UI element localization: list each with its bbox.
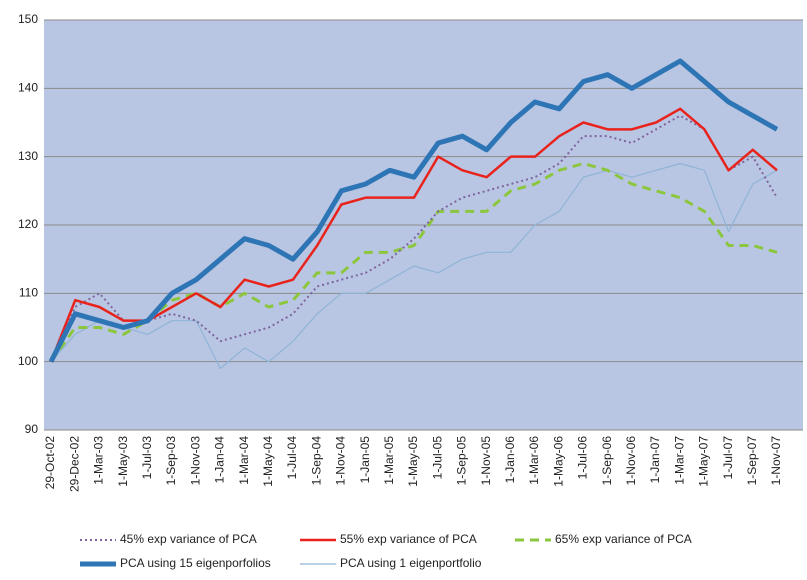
legend-label: PCA using 15 eigenporfolios — [120, 556, 271, 570]
x-tick-label: 1-Jul-07 — [721, 436, 735, 480]
y-tick-label: 90 — [25, 422, 39, 436]
x-tick-label: 1-Jan-04 — [213, 436, 227, 484]
x-tick-label: 1-Jul-06 — [576, 436, 590, 480]
y-tick-label: 140 — [18, 81, 38, 95]
y-tick-label: 100 — [18, 354, 38, 368]
x-tick-label: 1-Sep-03 — [164, 436, 178, 486]
x-tick-label: 1-Nov-07 — [769, 436, 783, 486]
x-tick-label: 1-Sep-06 — [600, 436, 614, 486]
x-tick-label: 1-Sep-07 — [745, 436, 759, 486]
x-tick-label: 1-Jan-07 — [648, 436, 662, 484]
legend-label: 55% exp variance of PCA — [340, 532, 477, 546]
x-tick-label: 1-Sep-04 — [309, 436, 323, 486]
x-tick-label: 1-May-06 — [551, 436, 565, 487]
x-tick-label: 1-Sep-05 — [455, 436, 469, 486]
x-tick-label: 1-May-04 — [261, 436, 275, 487]
x-tick-label: 1-Nov-04 — [334, 436, 348, 486]
y-tick-label: 130 — [18, 149, 38, 163]
series-line — [50, 114, 778, 363]
legend-label: 65% exp variance of PCA — [555, 532, 692, 546]
x-tick-label: 1-Jan-06 — [503, 436, 517, 484]
x-tick-label: 1-Mar-03 — [92, 436, 106, 485]
x-tick-label: 1-Nov-03 — [188, 436, 202, 486]
x-tick-label: 1-May-03 — [116, 436, 130, 487]
x-tick-label: 1-May-07 — [697, 436, 711, 487]
x-tick-label: 29-Oct-02 — [43, 436, 57, 490]
x-tick-label: 1-Mar-04 — [237, 436, 251, 485]
x-tick-label: 1-Nov-06 — [624, 436, 638, 486]
legend-label: 45% exp variance of PCA — [120, 532, 257, 546]
x-tick-label: 1-Mar-07 — [672, 436, 686, 485]
series-line — [48, 58, 779, 363]
x-tick-label: 1-Jan-05 — [358, 436, 372, 484]
x-tick-label: 1-Jul-04 — [285, 436, 299, 480]
y-tick-label: 120 — [18, 217, 38, 231]
series-line — [49, 162, 778, 363]
x-tick-label: 1-Mar-06 — [527, 436, 541, 485]
y-tick-label: 150 — [18, 12, 38, 26]
series-line — [50, 162, 778, 370]
x-tick-label: 29-Dec-02 — [67, 436, 81, 492]
x-tick-label: 1-Jul-03 — [140, 436, 154, 480]
x-tick-label: 1-May-05 — [406, 436, 420, 487]
x-tick-label: 1-Jul-05 — [430, 436, 444, 480]
x-tick-label: 1-Nov-05 — [479, 436, 493, 486]
y-tick-label: 110 — [19, 286, 38, 300]
series-line — [49, 107, 778, 363]
legend-label: PCA using 1 eigenportfolio — [340, 556, 482, 570]
x-tick-label: 1-Mar-05 — [382, 436, 396, 485]
